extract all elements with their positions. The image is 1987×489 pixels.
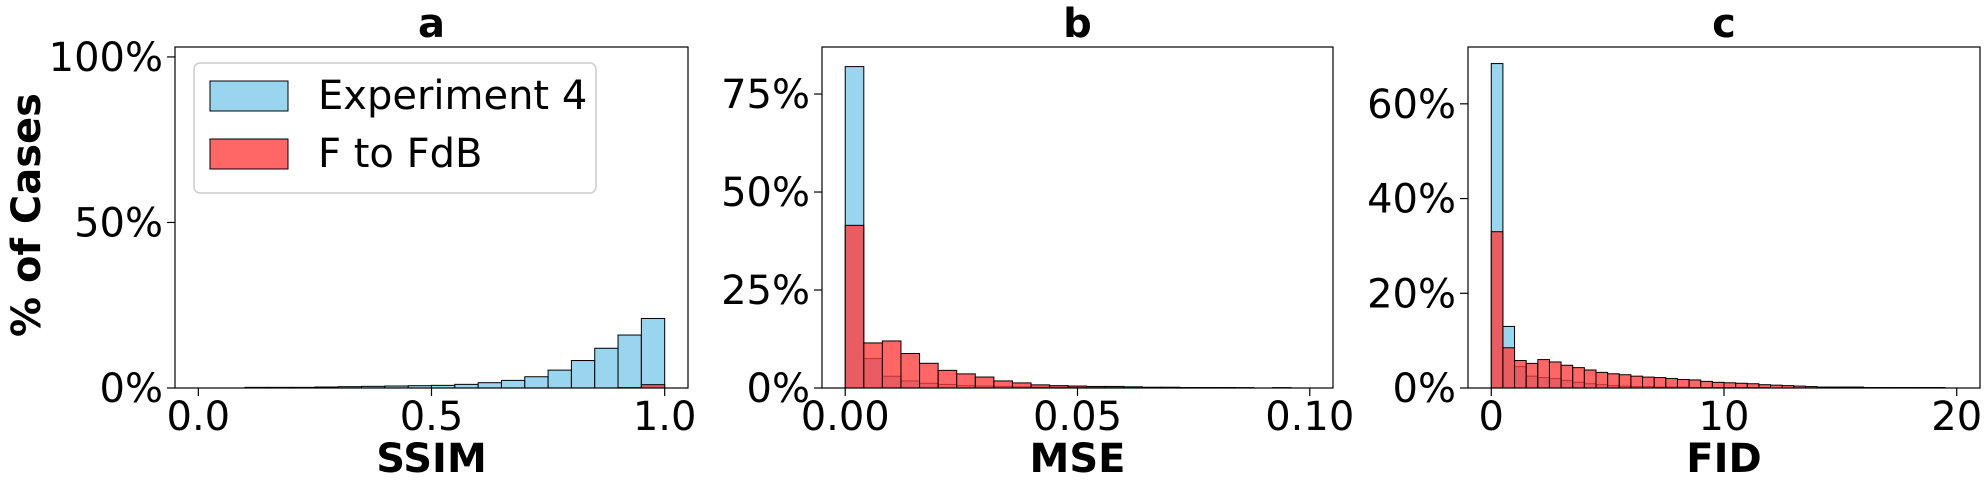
x-tick-label-c-0: 0 (1479, 394, 1504, 440)
legend-box (193, 62, 597, 194)
bar-c-ftofdb-19 (1711, 381, 1725, 389)
bar-a-experiment4-19 (640, 317, 666, 389)
x-tick-label-b-0: 0.00 (801, 394, 890, 440)
bar-b-ftofdb-7 (974, 376, 995, 389)
bar-b-ftofdb-2 (881, 340, 902, 389)
legend: Experiment 4 F to FdB (193, 62, 597, 194)
bar-a-experiment4-14 (524, 376, 549, 389)
bar-c-ftofdb-17 (1688, 379, 1702, 389)
bar-c-ftofdb-13 (1642, 376, 1655, 389)
y-tick-label-b-2: 50% (721, 170, 810, 216)
figure-ylabel: % of Cases (4, 93, 50, 337)
legend-label-0: Experiment 4 (318, 73, 587, 119)
y-tick-label-c-0: 0% (1393, 366, 1456, 412)
panel-title-a: a (418, 1, 445, 47)
bar-b-ftofdb-9 (1011, 382, 1032, 389)
bar-c-ftofdb-14 (1653, 377, 1667, 389)
bar-a-experiment4-12 (477, 382, 502, 389)
bar-c-ftofdb-21 (1735, 382, 1748, 389)
bar-c-ftofdb-1 (1502, 347, 1516, 389)
panel-c: 0 10 20 0% 20% 40% 60% c FID (1367, 1, 1982, 482)
bar-a-experiment4-17 (594, 347, 619, 389)
bar-b-ftofdb-1 (863, 342, 883, 389)
bar-c-ftofdb-20 (1723, 382, 1737, 389)
bar-c-ftofdb-7 (1572, 367, 1585, 389)
y-tick-label-c-1: 20% (1367, 271, 1456, 317)
bar-b-ftofdb-5 (937, 369, 958, 389)
panel-title-b: b (1063, 1, 1092, 47)
y-tick-label-b-1: 25% (721, 268, 810, 314)
bar-c-ftofdb-0 (1490, 231, 1504, 389)
panel-a: 0.0 0.5 1.0 0% 50% 100% a SSIM (49, 1, 697, 482)
x-tick-label-b-2: 0.10 (1265, 394, 1354, 440)
bar-c-ftofdb-8 (1583, 369, 1597, 389)
panel-title-c: c (1712, 1, 1736, 47)
panel-b: 0.00 0.05 0.10 0% 25% 50% 75% b MSE (721, 1, 1354, 482)
x-axis-title-a: SSIM (376, 436, 487, 482)
legend-swatch-1 (209, 138, 289, 170)
bar-b-ftofdb-6 (956, 373, 976, 389)
bar-c-ftofdb-5 (1548, 361, 1562, 389)
bar-c-ftofdb-10 (1607, 373, 1620, 389)
y-tick-label-c-2: 40% (1367, 177, 1456, 223)
x-tick-label-c-2: 20 (1931, 394, 1982, 440)
bar-a-experiment4-15 (547, 369, 572, 389)
y-tick-label-a-0: 0% (100, 366, 163, 412)
x-tick-label-c-1: 10 (1699, 394, 1750, 440)
x-tick-label-a-1: 0.5 (400, 394, 464, 440)
bar-c-ftofdb-18 (1700, 380, 1713, 389)
x-tick-label-a-2: 1.0 (633, 394, 697, 440)
axes-frame-b (821, 46, 1334, 389)
bar-c-ftofdb-9 (1595, 371, 1609, 389)
y-tick-label-a-2: 100% (49, 35, 163, 81)
bar-a-experiment4-18 (617, 334, 642, 389)
y-tick-label-b-3: 75% (721, 72, 810, 118)
bar-a-experiment4-13 (500, 379, 526, 389)
y-tick-label-c-3: 60% (1367, 82, 1456, 128)
y-tick-label-a-1: 50% (74, 200, 163, 246)
y-tick-label-b-0: 0% (747, 366, 810, 412)
bar-c-ftofdb-2 (1514, 360, 1527, 389)
bar-c-ftofdb-3 (1525, 362, 1539, 389)
bar-b-ftofdb-3 (900, 353, 921, 389)
bar-c-ftofdb-16 (1676, 378, 1690, 389)
bar-b-ftofdb-4 (919, 362, 939, 389)
bar-c-ftofdb-11 (1618, 374, 1632, 389)
bar-c-ftofdb-12 (1630, 375, 1644, 389)
bar-a-experiment4-16 (570, 360, 596, 389)
bar-b-ftofdb-0 (844, 224, 865, 389)
bar-c-ftofdb-15 (1665, 378, 1678, 389)
x-axis-title-b: MSE (1030, 436, 1126, 482)
bar-c-ftofdb-6 (1560, 364, 1574, 389)
legend-label-1: F to FdB (318, 131, 482, 177)
bar-b-ftofdb-8 (993, 380, 1013, 389)
x-tick-label-b-1: 0.05 (1033, 394, 1122, 440)
legend-swatch-0 (209, 80, 289, 112)
axes-frame-c (1467, 46, 1981, 389)
bar-c-ftofdb-22 (1746, 383, 1760, 389)
bar-c-ftofdb-4 (1537, 359, 1550, 389)
x-axis-title-c: FID (1686, 436, 1761, 482)
x-tick-label-a-0: 0.0 (167, 394, 231, 440)
